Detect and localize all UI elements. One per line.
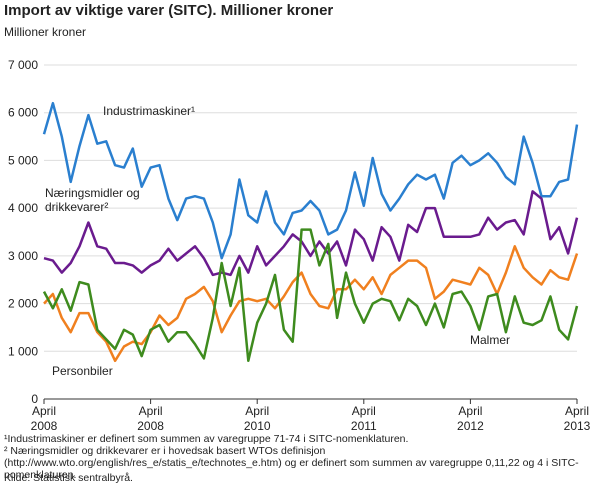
footnote: ¹Industrimaskiner er definert som summen… [4,433,409,445]
x-tick-label: April 2008 [31,404,58,433]
y-tick-label: 7 000 [8,58,38,72]
x-tick-label-line: April [32,404,56,418]
x-tick-label: April 2010 [244,404,271,433]
x-tick-label-line: April [458,404,482,418]
series-label: Malmer [470,333,511,347]
y-tick-label: 6 000 [8,106,38,120]
y-tick-label: 4 000 [8,201,38,215]
chart-title: Import av viktige varer (SITC). Millione… [4,2,333,19]
x-tick-label-line: April [245,404,269,418]
x-tick-label-line: 2012 [457,419,484,433]
x-tick-label-line: 2008 [31,419,58,433]
y-tick-label: 2 000 [8,297,38,311]
y-tick-label: 3 000 [8,249,38,263]
x-tick-label-line: 2011 [351,419,377,433]
series-line [42,101,579,260]
x-tick-label: April 2008 [137,404,164,433]
x-tick-label-line: 2010 [244,419,271,433]
y-tick-label: 5 000 [8,153,38,167]
series-line [42,228,579,363]
y-tick-label: 1 000 [8,344,38,358]
x-tick-label: April 2013 [564,404,591,433]
x-tick-label-line: April [352,404,376,418]
x-tick-label-line: April [565,404,589,418]
y-tick-label: 0 [31,392,38,406]
x-tick-label: April 2011 [351,404,377,433]
footnote: ² Næringsmidler og drikkevarer er i hove… [4,445,579,481]
series-label: Personbiler [52,364,113,378]
x-tick-label-line: 2013 [564,419,591,433]
footnote: Kilde: Statistisk sentralbyrå. [4,472,133,484]
y-axis-label: Millioner kroner [4,25,86,39]
x-tick-label-line: 2008 [137,419,164,433]
series-line [43,190,579,277]
series-line [43,245,579,363]
x-tick-label-line: April [139,404,163,418]
series-label: Næringsmidler og drikkevarer² [45,186,140,214]
series-label: Industrimaskiner¹ [103,104,196,118]
x-tick-label: April 2012 [457,404,484,433]
